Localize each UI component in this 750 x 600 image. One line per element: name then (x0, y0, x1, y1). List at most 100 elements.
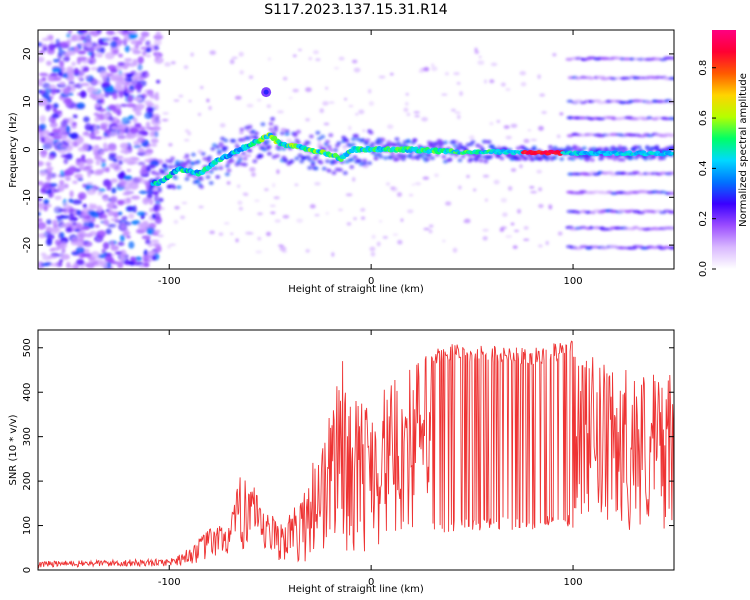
stripe-blob (668, 246, 674, 250)
noise-blob (151, 118, 161, 126)
ridge-halo (394, 137, 400, 142)
noise-blob (98, 188, 106, 193)
noise-blob (51, 88, 56, 96)
noise-blob (266, 231, 272, 237)
ridge-halo (333, 160, 339, 165)
noise-blob (119, 93, 124, 98)
ridge-halo (253, 131, 259, 136)
ridge-halo (670, 144, 674, 149)
noise-blob (519, 164, 523, 169)
ridge-halo (379, 137, 385, 142)
noise-blob (52, 67, 62, 72)
noise-blob (441, 93, 448, 96)
noise-blob (456, 82, 461, 85)
ridge-halo (336, 141, 342, 146)
x-tick-label: 100 (564, 276, 583, 287)
noise-blob (128, 33, 137, 40)
noise-blob (281, 250, 287, 253)
stripe-blob (579, 116, 587, 120)
noise-blob (65, 176, 71, 181)
noise-blob (234, 95, 242, 100)
noise-blob (60, 253, 71, 260)
ridge-halo (305, 140, 311, 145)
noise-blob (68, 166, 78, 173)
noise-blob (314, 214, 320, 217)
noise-blob (45, 103, 52, 112)
ridge-halo (270, 116, 276, 121)
noise-blob (46, 137, 54, 144)
noise-blob (100, 161, 107, 169)
noise-blob (331, 252, 335, 257)
ridge-halo (318, 160, 324, 165)
ridge-halo (643, 156, 649, 161)
noise-blob (130, 195, 141, 200)
noise-blob (146, 227, 155, 235)
noise-blob (319, 108, 325, 114)
noise-blob (450, 108, 456, 112)
ridge-halo (273, 128, 279, 133)
noise-blob (422, 67, 429, 71)
noise-blob (72, 237, 79, 243)
noise-blob (249, 167, 256, 172)
noise-blob (190, 52, 194, 57)
ridge-halo (200, 151, 206, 156)
noise-blob (405, 93, 409, 96)
noise-blob (74, 228, 80, 232)
noise-blob (124, 127, 130, 134)
noise-blob (239, 131, 244, 135)
noise-blob (98, 230, 106, 236)
ridge-halo (325, 159, 331, 164)
noise-blob (52, 58, 61, 63)
stripe-blob (618, 100, 627, 105)
ridge-halo (283, 158, 289, 163)
noise-blob (38, 42, 42, 47)
colorbar-label: Normalized spectral amplitude (738, 73, 749, 227)
noise-blob (43, 184, 52, 189)
ridge-halo (158, 197, 164, 202)
noise-blob (538, 187, 543, 192)
noise-blob (537, 74, 541, 80)
y-tick-label: 200 (22, 472, 33, 491)
noise-blob (272, 183, 276, 188)
ridge-halo (186, 159, 192, 164)
noise-blob (541, 111, 547, 114)
noise-blob (151, 255, 157, 261)
noise-blob (87, 209, 96, 216)
noise-blob (112, 92, 118, 100)
noise-blob (423, 227, 430, 231)
noise-blob (146, 89, 154, 97)
noise-blob (46, 219, 52, 225)
noise-blob (282, 76, 288, 81)
noise-blob (149, 207, 154, 213)
ridge-halo (260, 122, 266, 127)
noise-blob (434, 173, 439, 178)
ridge-halo (313, 166, 319, 171)
noise-blob (152, 243, 160, 247)
noise-blob (104, 254, 113, 263)
noise-blob (137, 126, 146, 131)
noise-blob (117, 261, 124, 269)
noise-blob (292, 54, 297, 58)
noise-blob (141, 131, 149, 136)
noise-blob (267, 57, 271, 61)
noise-blob (94, 103, 101, 108)
noise-blob (124, 58, 133, 62)
ridge-halo (326, 144, 332, 149)
noise-blob (387, 124, 394, 130)
snr-x-ticks: -100 0 100 (158, 330, 583, 588)
noise-blob (408, 193, 414, 197)
ridge-halo (276, 146, 282, 151)
stripe-blob (668, 76, 674, 81)
noise-blob (54, 195, 62, 201)
noise-blob (66, 261, 71, 269)
noise-blob (58, 46, 63, 52)
ridge-halo (215, 144, 221, 149)
noise-blob (83, 241, 93, 248)
noise-blob (137, 176, 143, 180)
noise-blob (117, 199, 125, 206)
ridge-halo (328, 148, 334, 153)
ridge-halo (150, 164, 156, 169)
noise-blob (269, 204, 276, 207)
noise-blob (125, 89, 134, 94)
noise-blob (132, 49, 142, 55)
